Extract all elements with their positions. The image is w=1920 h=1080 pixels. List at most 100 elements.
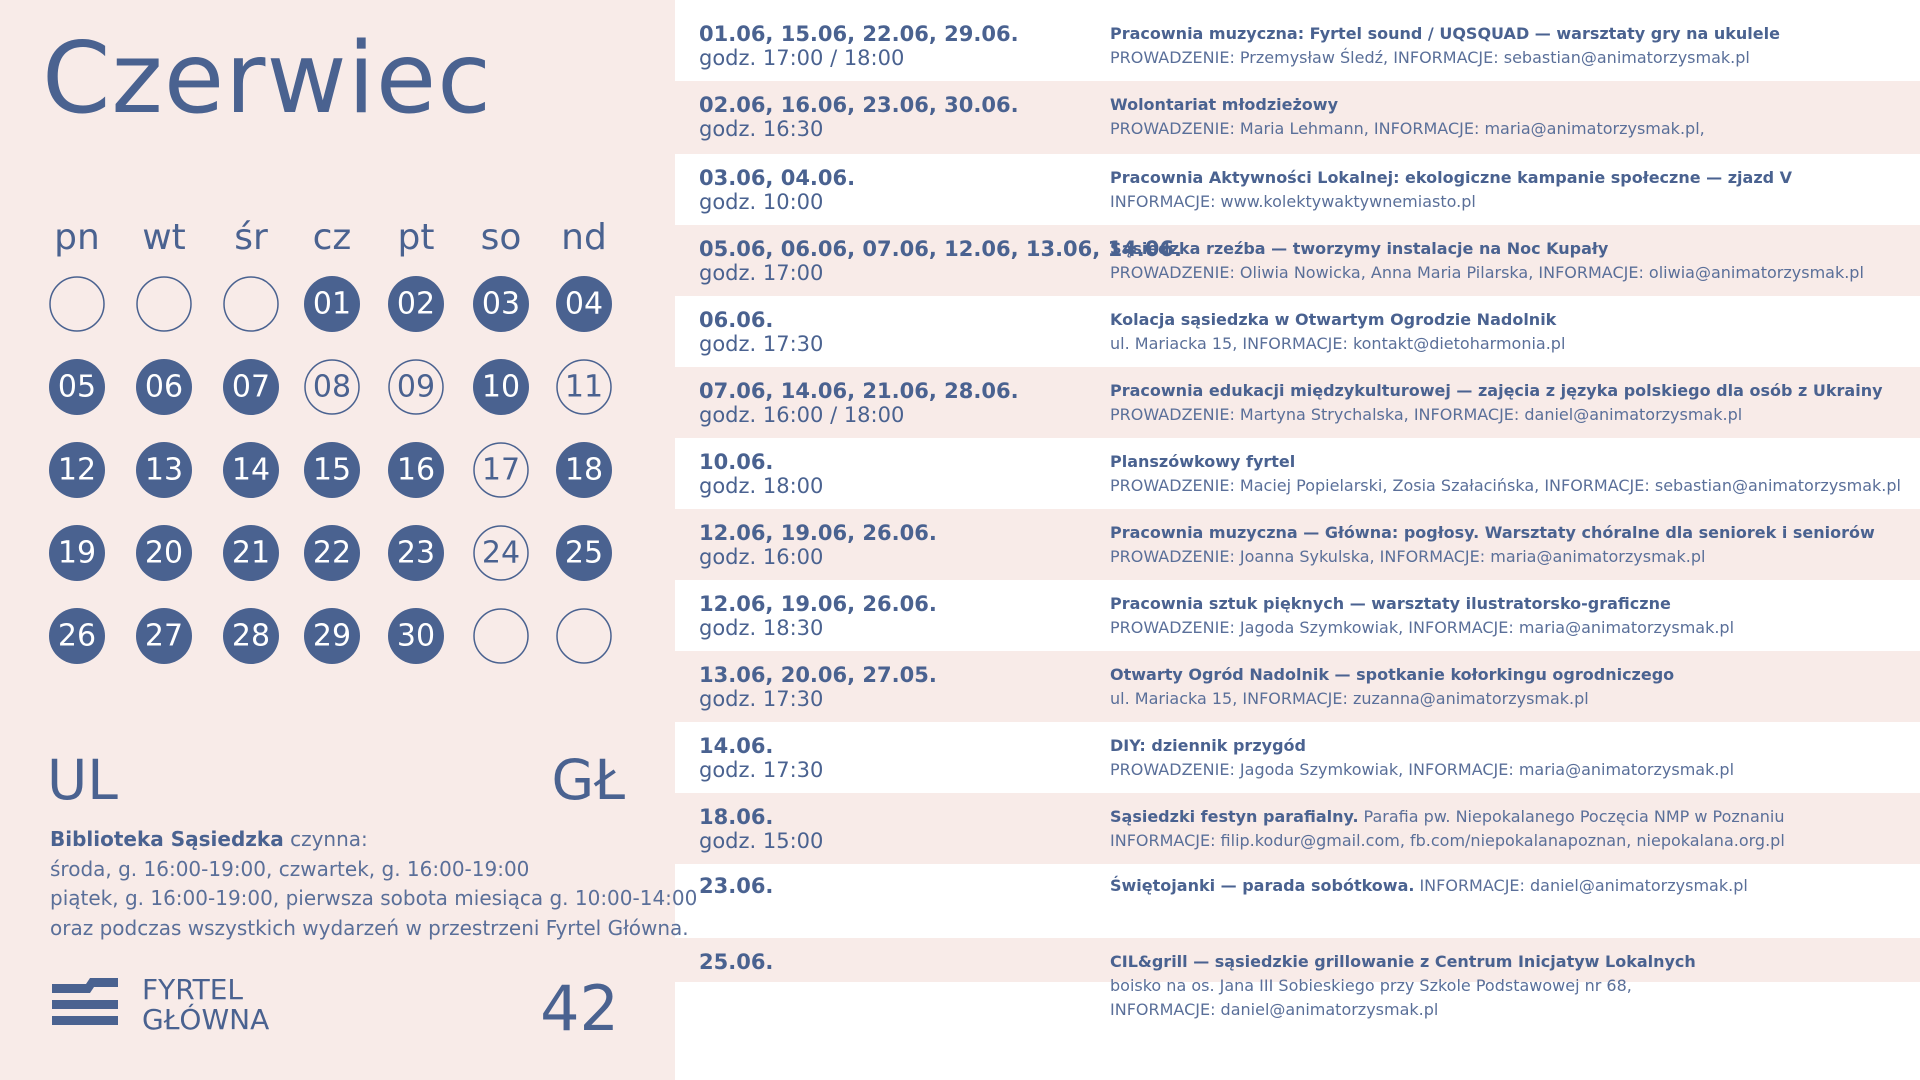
day-number: 14 <box>232 453 270 488</box>
event-detail: PROWADZENIE: Martyna Strychalska, INFORM… <box>1110 405 1743 424</box>
event-title: Pracownia sztuk pięknych — warsztaty ilu… <box>1110 594 1671 613</box>
day-number: 26 <box>58 619 96 654</box>
event-row: 25.06. CIL&grill — sąsiedzkie grillowanie… <box>675 938 1920 1019</box>
event-when: 25.06. <box>699 950 773 974</box>
event-info: Otwarty Ogród Nadolnik — spotkanie kołor… <box>1110 663 1674 711</box>
day-number: 19 <box>58 536 96 571</box>
day-circle <box>136 276 192 332</box>
day-circle <box>388 608 444 664</box>
library-name: Biblioteka Sąsiedzka <box>50 827 284 851</box>
day-circle <box>304 608 360 664</box>
event-when: 07.06, 14.06, 21.06, 28.06. godz. 16:00 /… <box>699 379 1019 427</box>
day-number: 25 <box>565 536 603 571</box>
left-panel: Czerwiec pn wt śr cz pt so nd 01 02 03 04 05 06 07 08 0… <box>0 0 697 1080</box>
event-dates: 03.06, 04.06. <box>699 166 856 190</box>
event-title: Pracownia muzyczna — Główna: pogłosy. Wa… <box>1110 523 1875 542</box>
day-circle <box>388 525 444 581</box>
day-number: 06 <box>145 370 183 405</box>
event-title-line: Pracownia muzyczna — Główna: pogłosy. Wa… <box>1110 521 1875 545</box>
event-detail: PROWADZENIE: Maria Lehmann, INFORMACJE: … <box>1110 119 1705 138</box>
event-detail: ul. Mariacka 15, INFORMACJE: zuzanna@ani… <box>1110 689 1589 708</box>
event-title-line: Pracownia sztuk pięknych — warsztaty ilu… <box>1110 592 1734 616</box>
day-number: 20 <box>145 536 183 571</box>
calendar: pn wt śr cz pt so nd 01 02 03 04 05 06 07 08 09 10 11 12 13… <box>49 217 612 664</box>
event-title-line: Sąsiedzki festyn parafialny. Parafia pw. … <box>1110 805 1785 829</box>
day-circle <box>473 359 529 415</box>
event-title: Pracownia Aktywności Lokalnej: ekologicz… <box>1110 168 1793 187</box>
library-hours: środa, g. 16:00-19:00, czwartek, g. 16:0… <box>50 855 697 944</box>
event-title-extra: INFORMACJE: daniel@animatorzysmak.pl <box>1419 876 1748 895</box>
event-when: 23.06. <box>699 874 773 898</box>
weekday-label: cz <box>313 217 352 258</box>
day-circle <box>304 442 360 498</box>
event-row: 01.06, 15.06, 22.06, 29.06. godz. 17:00 /… <box>675 0 1920 81</box>
event-info: Kolacja sąsiedzka w Otwartym Ogrodzie Na… <box>1110 308 1565 356</box>
day-circle <box>136 442 192 498</box>
event-title: Sąsiedzka rzeźba — tworzymy instalacje n… <box>1110 239 1609 258</box>
day-number: 29 <box>313 619 351 654</box>
day-number: 05 <box>58 370 96 405</box>
event-row: 13.06, 20.06, 27.05. godz. 17:30 Otwarty O… <box>675 651 1920 722</box>
event-title-line: Świętojanki — parada sobótkowa. INFORMACJ… <box>1110 874 1748 898</box>
event-dates: 18.06. <box>699 805 774 829</box>
event-when: 06.06. godz. 17:30 <box>699 308 823 356</box>
library-line: oraz podczas wszystkich wydarzeń w przes… <box>50 915 689 940</box>
day-number: 04 <box>565 287 603 322</box>
event-row: 18.06. godz. 15:00 Sąsiedzki festyn parafi… <box>675 793 1920 864</box>
library-line: piątek, g. 16:00-19:00, pierwsza sobota … <box>50 886 698 910</box>
day-number: 08 <box>313 370 351 405</box>
weekday-label: nd <box>561 217 607 258</box>
logo-line: FYRTEL <box>142 973 244 1006</box>
event-list: 01.06, 15.06, 22.06, 29.06. godz. 17:00 /… <box>675 0 1920 1080</box>
event-detail: PROWADZENIE: Jagoda Szymkowiak, INFORMAC… <box>1110 760 1735 779</box>
weekday-label: śr <box>234 217 268 258</box>
day-number: 01 <box>313 287 351 322</box>
event-row: 06.06. godz. 17:30 Kolacja sąsiedzka w Otw… <box>675 296 1920 367</box>
event-time: godz. 16:00 / 18:00 <box>699 403 905 427</box>
day-circle <box>556 608 612 664</box>
day-circle <box>304 276 360 332</box>
event-time: godz. 16:30 <box>699 117 824 141</box>
event-detail: PROWADZENIE: Jagoda Szymkowiak, INFORMAC… <box>1110 618 1735 637</box>
weekday-label: wt <box>142 217 186 258</box>
day-circle <box>49 525 105 581</box>
library-info: Biblioteka Sąsiedzka czynna: środa, g. 1… <box>50 825 697 943</box>
event-row: 07.06, 14.06, 21.06, 28.06. godz. 16:00 /… <box>675 367 1920 438</box>
event-title-line: Wolontariat młodzieżowy <box>1110 93 1705 117</box>
event-when: 13.06, 20.06, 27.05. godz. 17:30 <box>699 663 937 711</box>
event-time: godz. 17:30 <box>699 758 824 782</box>
event-dates: 12.06, 19.06, 26.06. <box>699 521 937 545</box>
event-detail: PROWADZENIE: Przemysław Śledź, INFORMACJ… <box>1110 48 1750 67</box>
event-title-extra: Parafia pw. Niepokalanego Poczęcia NMP w… <box>1363 807 1785 826</box>
day-number: 23 <box>397 536 435 571</box>
day-number: 07 <box>232 370 270 405</box>
event-time: godz. 15:00 <box>699 829 824 853</box>
event-when: 05.06, 06.06, 07.06, 12.06, 13.06, 14.06… <box>699 237 1182 285</box>
day-circle <box>49 608 105 664</box>
day-number: 18 <box>565 453 603 488</box>
event-time: godz. 10:00 <box>699 190 824 214</box>
event-detail: PROWADZENIE: Joanna Sykulska, INFORMACJE… <box>1110 547 1706 566</box>
day-circle <box>556 359 612 415</box>
event-title-line: Pracownia Aktywności Lokalnej: ekologicz… <box>1110 166 1792 190</box>
event-title: Otwarty Ogród Nadolnik — spotkanie kołor… <box>1110 665 1675 684</box>
event-title: Świętojanki — parada sobótkowa. <box>1110 876 1415 895</box>
day-circle <box>223 608 279 664</box>
day-circle <box>556 525 612 581</box>
event-title: Sąsiedzki festyn parafialny. <box>1110 807 1359 826</box>
event-info: Pracownia Aktywności Lokalnej: ekologicz… <box>1110 166 1792 214</box>
day-number: 21 <box>232 536 270 571</box>
day-circle <box>388 276 444 332</box>
event-time: godz. 17:00 / 18:00 <box>699 46 905 70</box>
library-line: środa, g. 16:00-19:00, czwartek, g. 16:0… <box>50 856 530 881</box>
event-dates: 13.06, 20.06, 27.05. <box>699 663 937 687</box>
location-right: GŁ <box>551 748 625 812</box>
day-circle <box>136 525 192 581</box>
event-row: 14.06. godz. 17:30 DIY: dziennik przygód PR… <box>675 722 1920 793</box>
day-number: 16 <box>397 453 435 488</box>
event-info: Pracownia muzyczna — Główna: pogłosy. Wa… <box>1110 521 1875 569</box>
event-detail: boisko na os. Jana III Sobieskiego przy … <box>1110 976 1632 995</box>
event-detail: PROWADZENIE: Maciej Popielarski, Zosia S… <box>1110 476 1901 495</box>
event-row: 10.06. godz. 18:00 Planszówkowy fyrtel PROW… <box>675 438 1920 509</box>
